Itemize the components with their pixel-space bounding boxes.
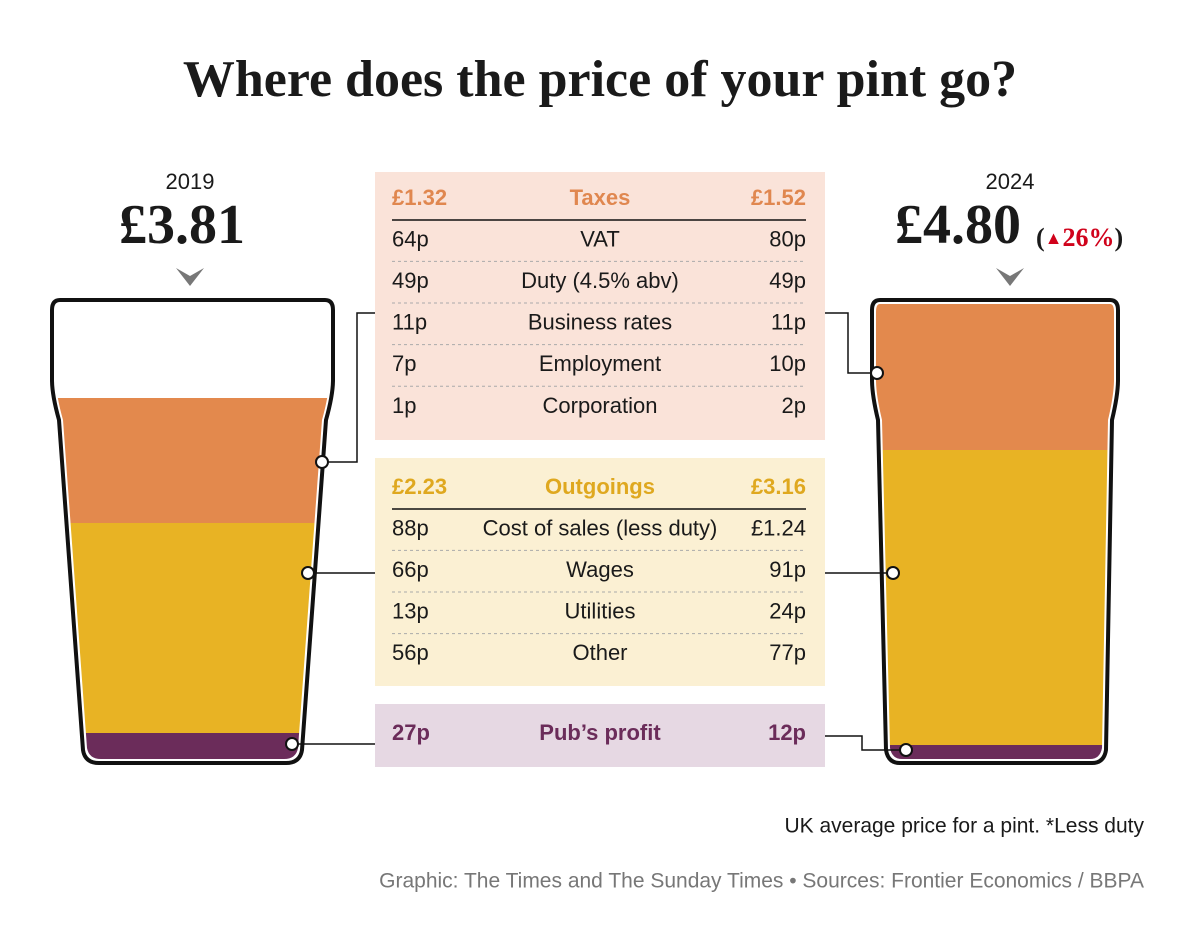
panel (375, 172, 825, 440)
row-cell: Other (572, 640, 627, 665)
row-cell: 49p (392, 268, 429, 293)
year: 2024 (986, 169, 1035, 194)
section-header: Taxes (570, 185, 631, 210)
glass (50, 298, 335, 765)
row-cell: 56p (392, 640, 429, 665)
price: £4.80 (895, 194, 1021, 256)
price: £3.81 (119, 194, 245, 256)
section-header: £3.16 (751, 474, 806, 499)
credit: Graphic: The Times and The Sunday Times … (379, 870, 1144, 893)
row-cell: 13p (392, 599, 429, 624)
row-cell: 1p (392, 393, 416, 418)
note: UK average price for a pint. *Less duty (784, 815, 1144, 838)
glass-fill (876, 304, 1114, 759)
row-cell: 77p (769, 640, 806, 665)
row-cell: Corporation (543, 393, 658, 418)
row-cell: 11p (392, 310, 427, 335)
row-cell: 49p (769, 268, 806, 293)
panel (375, 458, 825, 686)
row-cell: 91p (769, 557, 806, 582)
glass (870, 298, 1120, 765)
section-header: £1.52 (751, 185, 806, 210)
section-header: Outgoings (545, 474, 655, 499)
row-cell: 80p (769, 226, 806, 251)
row-cell: 10p (769, 351, 806, 376)
change: (▲26%) (1036, 223, 1123, 252)
row-cell: 24p (769, 599, 806, 624)
row-cell: 2p (782, 393, 806, 418)
change-value: 26% (1063, 223, 1115, 252)
row-cell: 66p (392, 557, 429, 582)
row-cell: 64p (392, 226, 429, 251)
panel (375, 704, 825, 767)
chevron (176, 268, 204, 286)
row-cell: Duty (4.5% abv) (521, 268, 679, 293)
connectors (292, 312, 906, 751)
row-cell: Business rates (528, 310, 672, 335)
paren: ( (1036, 223, 1045, 252)
section-header: Pub’s profit (539, 720, 661, 745)
row-cell: 7p (392, 351, 416, 376)
section-header: £1.32 (392, 185, 447, 210)
year: 2019 (166, 169, 215, 194)
row-cell: VAT (580, 226, 620, 251)
chevron (996, 268, 1024, 286)
connector-dots (285, 366, 913, 757)
row-cell: Employment (539, 351, 661, 376)
section-header: 12p (768, 720, 806, 745)
row-cell: Wages (566, 557, 634, 582)
row-cell: 11p (771, 310, 806, 335)
paren: ) (1115, 223, 1124, 252)
section-header: 27p (392, 720, 430, 745)
row-cell: Utilities (565, 599, 636, 624)
row-cell: £1.24 (751, 515, 806, 540)
title: Where does the price of your pint go? (183, 51, 1017, 108)
row-cell: Cost of sales (less duty) (483, 515, 718, 540)
up-arrow: ▲ (1045, 228, 1063, 248)
glass-fill (56, 304, 329, 759)
section-header: £2.23 (392, 474, 447, 499)
row-cell: 88p (392, 515, 429, 540)
